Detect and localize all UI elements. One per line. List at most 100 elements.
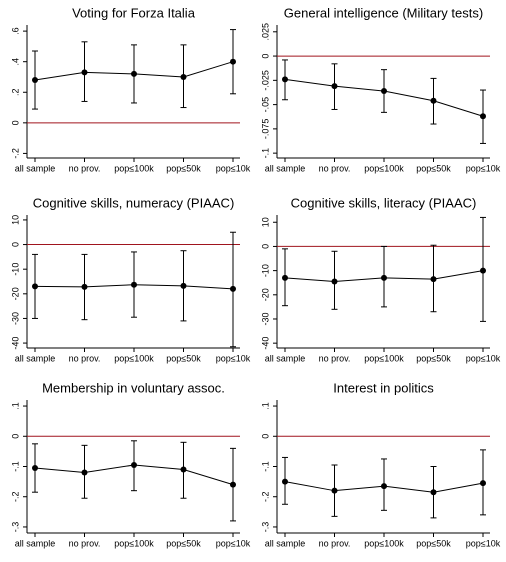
point bbox=[131, 461, 137, 468]
x-tick-label: no prov. bbox=[69, 163, 101, 173]
x-tick-label: no prov. bbox=[319, 353, 351, 363]
point bbox=[480, 480, 486, 487]
panel: Cognitive skills, literacy (PIAAC) -40 -30… bbox=[260, 195, 500, 363]
x-tick-label: pop≤50k bbox=[416, 353, 451, 363]
y-tick-label: -30 bbox=[260, 312, 270, 325]
x-tick-label: all sample bbox=[265, 163, 306, 173]
point bbox=[331, 83, 338, 90]
y-tick-label: .1 bbox=[260, 402, 270, 410]
point bbox=[180, 466, 187, 473]
panel-title: Interest in politics bbox=[333, 380, 434, 395]
x-tick-label: no prov. bbox=[319, 163, 351, 173]
point bbox=[282, 76, 288, 83]
x-tick-label: no prov. bbox=[69, 353, 101, 363]
y-tick-label: -10 bbox=[260, 264, 270, 277]
y-tick-label: -40 bbox=[260, 337, 270, 350]
y-tick-label: -.2 bbox=[260, 491, 270, 502]
x-tick-label: pop≤100k bbox=[364, 538, 404, 548]
y-tick-label: .6 bbox=[10, 27, 20, 35]
point bbox=[331, 487, 338, 494]
x-tick-label: pop≤50k bbox=[166, 538, 201, 548]
y-tick-label: .1 bbox=[10, 402, 20, 410]
panel-title: Membership in voluntary assoc. bbox=[42, 380, 225, 395]
panel-title: Voting for Forza Italia bbox=[72, 5, 196, 20]
point bbox=[180, 282, 187, 289]
y-tick-label: -.075 bbox=[260, 119, 270, 140]
point bbox=[430, 489, 437, 496]
point bbox=[381, 483, 387, 490]
panel: Interest in politics -.3 -.2 -.1 0 .1 all samp… bbox=[260, 380, 500, 548]
y-tick-label: -.1 bbox=[260, 461, 270, 472]
point bbox=[180, 73, 187, 80]
y-tick-label: 0 bbox=[260, 434, 270, 439]
x-tick-label: pop≤50k bbox=[166, 353, 201, 363]
panel: General intelligence (Military tests) -.1… bbox=[260, 5, 500, 173]
y-tick-label: -.025 bbox=[260, 70, 270, 91]
x-tick-label: pop≤100k bbox=[364, 353, 404, 363]
point bbox=[381, 88, 387, 95]
x-tick-label: pop≤50k bbox=[416, 538, 451, 548]
x-tick-label: pop≤10k bbox=[216, 353, 251, 363]
x-tick-label: all sample bbox=[15, 353, 56, 363]
y-tick-label: 0 bbox=[10, 434, 20, 439]
y-tick-label: 0 bbox=[10, 120, 20, 125]
point bbox=[282, 478, 288, 485]
x-tick-label: pop≤50k bbox=[166, 163, 201, 173]
x-tick-label: pop≤10k bbox=[216, 163, 251, 173]
y-tick-label: -.3 bbox=[260, 522, 270, 533]
point bbox=[32, 77, 38, 84]
panel-title: Cognitive skills, numeracy (PIAAC) bbox=[33, 195, 235, 210]
y-tick-label: -.05 bbox=[260, 97, 270, 113]
y-tick-label: -40 bbox=[10, 337, 20, 350]
point bbox=[331, 278, 338, 285]
point bbox=[230, 58, 236, 65]
y-tick-label: -.1 bbox=[260, 148, 270, 159]
x-tick-label: pop≤100k bbox=[114, 163, 154, 173]
y-tick-label: 10 bbox=[260, 217, 270, 227]
x-tick-label: no prov. bbox=[319, 538, 351, 548]
x-tick-label: pop≤50k bbox=[416, 163, 451, 173]
point bbox=[131, 281, 137, 288]
y-tick-label: 0 bbox=[260, 54, 270, 59]
x-tick-label: no prov. bbox=[69, 538, 101, 548]
y-tick-label: -10 bbox=[10, 263, 20, 276]
x-tick-label: pop≤10k bbox=[466, 538, 501, 548]
x-tick-label: pop≤100k bbox=[364, 163, 404, 173]
point bbox=[381, 274, 387, 281]
panel: Membership in voluntary assoc. -.3 -.2 -.1 0… bbox=[10, 380, 250, 548]
x-tick-label: all sample bbox=[265, 353, 306, 363]
point bbox=[131, 70, 137, 77]
y-tick-label: -.3 bbox=[10, 522, 20, 533]
y-tick-label: .4 bbox=[10, 58, 20, 66]
x-tick-label: all sample bbox=[15, 538, 56, 548]
point bbox=[230, 285, 236, 292]
y-tick-label: -.2 bbox=[10, 491, 20, 502]
x-tick-label: all sample bbox=[15, 163, 56, 173]
x-tick-label: all sample bbox=[265, 538, 306, 548]
panel-title: Cognitive skills, literacy (PIAAC) bbox=[291, 195, 477, 210]
y-tick-label: 0 bbox=[10, 242, 20, 247]
y-tick-label: -20 bbox=[10, 287, 20, 300]
panel-title: General intelligence (Military tests) bbox=[284, 5, 483, 20]
point bbox=[81, 469, 88, 476]
panel: Voting for Forza Italia -.2 0 .2 .4 .6 all sam… bbox=[10, 5, 250, 173]
x-tick-label: pop≤100k bbox=[114, 353, 154, 363]
y-tick-label: 10 bbox=[10, 215, 20, 225]
point bbox=[81, 283, 88, 290]
y-tick-label: 0 bbox=[260, 244, 270, 249]
y-tick-label: -20 bbox=[260, 288, 270, 301]
point bbox=[480, 267, 486, 274]
point bbox=[230, 481, 236, 488]
point bbox=[430, 97, 437, 104]
y-tick-label: .025 bbox=[260, 23, 270, 41]
y-tick-label: .2 bbox=[10, 89, 20, 97]
panel: Cognitive skills, numeracy (PIAAC) -40 -30… bbox=[10, 195, 250, 363]
point bbox=[81, 69, 88, 76]
x-tick-label: pop≤10k bbox=[216, 538, 251, 548]
point bbox=[282, 274, 288, 281]
point bbox=[32, 283, 38, 290]
point bbox=[430, 276, 437, 283]
point bbox=[480, 113, 486, 120]
y-tick-label: -.2 bbox=[10, 148, 20, 159]
